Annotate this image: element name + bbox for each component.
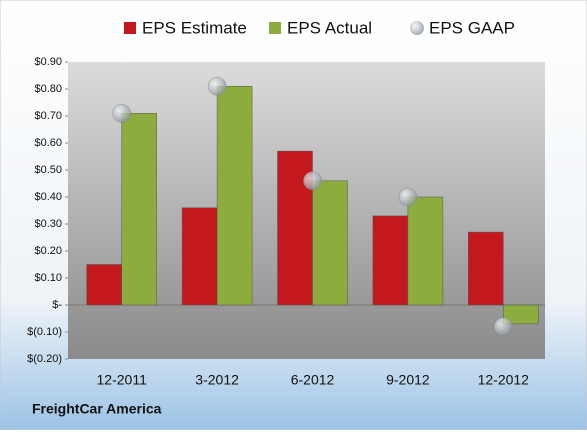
marker [494, 317, 513, 336]
marker [303, 171, 322, 191]
x-tick-label: 9-2012 [386, 372, 430, 388]
bar [503, 304, 539, 325]
bar [181, 207, 218, 306]
legend-swatch [269, 22, 281, 34]
source: FreightCar America [32, 401, 162, 417]
x-tick-label: 3-2012 [195, 372, 239, 388]
y-tick-label: $0.10 [34, 272, 62, 284]
y-tick-label: $0.80 [34, 83, 62, 95]
legend-swatch [410, 21, 424, 35]
y-tick-label: $0.60 [34, 137, 62, 149]
legend-label: EPS GAAP [429, 18, 515, 37]
marker [112, 104, 131, 123]
y-tick-label: $0.70 [34, 110, 62, 122]
bar [468, 231, 504, 306]
bar [121, 113, 157, 306]
x-tick-label: 6-2012 [291, 372, 335, 388]
y-tick-label: $- [52, 299, 62, 311]
y-tick-label: $0.40 [34, 191, 62, 203]
y-tick-label: $0.50 [34, 164, 62, 176]
y-tick-label: $0.30 [34, 218, 62, 230]
bar [86, 264, 122, 306]
legend-label: EPS Estimate [142, 18, 247, 37]
bar [372, 215, 409, 306]
marker [207, 77, 227, 96]
marker [398, 187, 418, 207]
legend-swatch [124, 22, 136, 34]
bar [312, 180, 348, 306]
bar [407, 196, 444, 306]
bar [216, 86, 253, 306]
legend-label: EPS Actual [287, 18, 372, 37]
x-tick-label: 12-2012 [478, 372, 530, 388]
x-tick-label: 12-2011 [97, 372, 148, 388]
y-tick-label: $0.20 [34, 245, 62, 257]
y-tick-label: $(0.10) [27, 326, 62, 338]
y-tick-label: $(0.20) [27, 353, 62, 365]
y-tick-label: $0.90 [34, 56, 62, 68]
